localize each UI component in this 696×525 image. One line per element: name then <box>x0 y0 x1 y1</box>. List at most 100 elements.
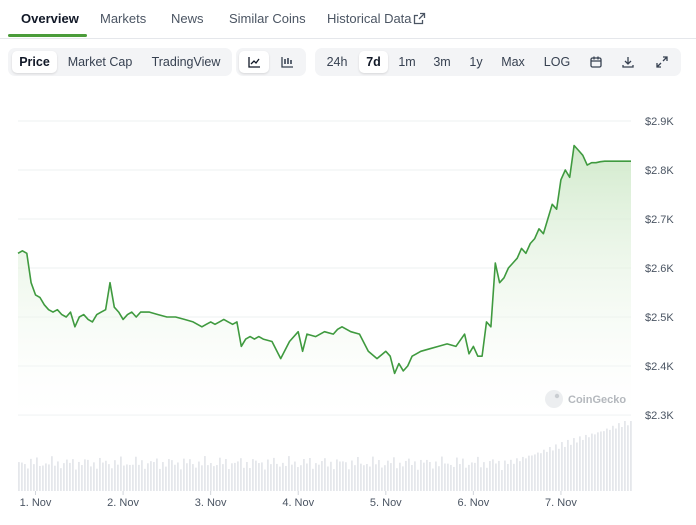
y-tick-label: $2.4K <box>645 361 674 373</box>
expand-icon <box>656 56 668 68</box>
volume-bar <box>84 459 86 491</box>
volume-bar <box>222 464 224 491</box>
volume-bar <box>495 463 497 491</box>
view-price-button[interactable]: Price <box>12 51 57 73</box>
volume-bar <box>249 468 251 491</box>
volume-bar <box>276 463 278 491</box>
range-max-button[interactable]: Max <box>501 55 525 69</box>
volume-bar <box>432 468 434 491</box>
download-button[interactable] <box>615 51 641 73</box>
volume-bar <box>105 460 107 491</box>
volume-bar <box>501 469 503 491</box>
external-link-icon[interactable] <box>413 12 426 25</box>
view-selector: Price Market Cap TradingView <box>8 48 232 76</box>
volume-bar <box>333 469 335 491</box>
range-24h-button[interactable]: 24h <box>326 55 348 69</box>
log-scale-button[interactable]: LOG <box>543 55 571 69</box>
calendar-button[interactable] <box>583 51 609 73</box>
range-1y-button[interactable]: 1y <box>469 55 483 69</box>
volume-bar <box>153 462 155 491</box>
candlestick-chart-button[interactable] <box>272 51 302 73</box>
tab-news[interactable]: News <box>171 11 204 26</box>
line-chart-icon <box>247 57 260 68</box>
volume-bar <box>234 462 236 491</box>
volume-bar <box>132 464 134 491</box>
volume-bar <box>183 458 185 491</box>
volume-bar <box>147 463 149 491</box>
volume-bar <box>459 464 461 491</box>
volume-bar <box>228 469 230 491</box>
volume-bar <box>627 425 629 491</box>
volume-bar <box>48 464 50 491</box>
view-market-cap-button[interactable]: Market Cap <box>67 55 133 69</box>
volume-bar <box>126 464 128 491</box>
price-chart[interactable]: $2.9K $2.8K $2.7K $2.6K $2.5K $2.4K $2.3K 1. N… <box>0 100 696 525</box>
y-tick-label: $2.8K <box>645 165 674 177</box>
y-tick-label: $2.5K <box>645 312 674 324</box>
volume-bar <box>33 464 35 491</box>
volume-bar <box>609 429 611 491</box>
range-7d-button[interactable]: 7d <box>359 51 388 73</box>
x-tick-label: 5. Nov <box>370 497 402 509</box>
tab-historical-data[interactable]: Historical Data <box>327 11 412 26</box>
volume-bar <box>216 465 218 491</box>
volume-bar <box>525 458 527 491</box>
volume-bar <box>474 462 476 491</box>
volume-bar <box>363 465 365 491</box>
volume-bar <box>576 442 578 491</box>
volume-bar <box>51 456 53 491</box>
y-tick-label: $2.6K <box>645 263 674 275</box>
volume-bar <box>537 452 539 491</box>
volume-bar <box>378 460 380 491</box>
volume-bar <box>351 460 353 491</box>
volume-bar <box>429 461 431 491</box>
calendar-icon <box>590 56 602 68</box>
range-3m-button[interactable]: 3m <box>433 55 451 69</box>
volume-bar <box>531 455 533 491</box>
volume-bar <box>36 457 38 491</box>
tab-markets[interactable]: Markets <box>100 11 147 26</box>
tab-similar-coins[interactable]: Similar Coins <box>229 11 306 26</box>
volume-bar <box>288 456 290 491</box>
range-1m-button[interactable]: 1m <box>398 55 416 69</box>
volume-bar <box>81 465 83 491</box>
volume-bar <box>87 459 89 491</box>
line-chart-button[interactable] <box>239 51 269 73</box>
volume-bar <box>54 465 56 491</box>
price-line <box>17 144 631 375</box>
volume-bar <box>258 463 260 491</box>
volume-bar <box>156 458 158 491</box>
volume-bar <box>174 464 176 491</box>
coingecko-logo-eye <box>554 393 560 399</box>
volume-bar <box>360 463 362 491</box>
volume-bar <box>384 465 386 491</box>
fullscreen-button[interactable] <box>648 51 676 73</box>
volume-bar <box>42 465 44 491</box>
volume-bar <box>21 462 23 491</box>
volume-bar <box>387 460 389 491</box>
volume-bar <box>189 459 191 491</box>
volume-bar <box>489 461 491 491</box>
volume-bar <box>291 464 293 491</box>
volume-bar <box>72 459 74 491</box>
volume-bar <box>336 459 338 491</box>
tab-overview[interactable]: Overview <box>21 11 79 26</box>
volume-bar <box>408 458 410 491</box>
volume-bar <box>600 431 602 491</box>
volume-bar <box>315 463 317 491</box>
volume-bar <box>411 465 413 491</box>
volume-bar <box>57 461 59 491</box>
volume-bar <box>630 421 632 491</box>
volume-bar <box>510 459 512 491</box>
volume-bar <box>588 437 590 491</box>
volume-bar <box>213 466 215 491</box>
view-tradingview-button[interactable]: TradingView <box>151 55 221 69</box>
volume-bar <box>549 446 551 491</box>
volume-bar <box>342 461 344 491</box>
x-axis-labels: 1. Nov 2. Nov 3. Nov 4. Nov 5. Nov 6. Nov 7. N… <box>20 491 577 509</box>
volume-bar <box>294 461 296 491</box>
volume-bar <box>318 464 320 491</box>
volume-bar <box>366 464 368 491</box>
volume-bar <box>570 444 572 491</box>
volume-bar <box>114 460 116 491</box>
